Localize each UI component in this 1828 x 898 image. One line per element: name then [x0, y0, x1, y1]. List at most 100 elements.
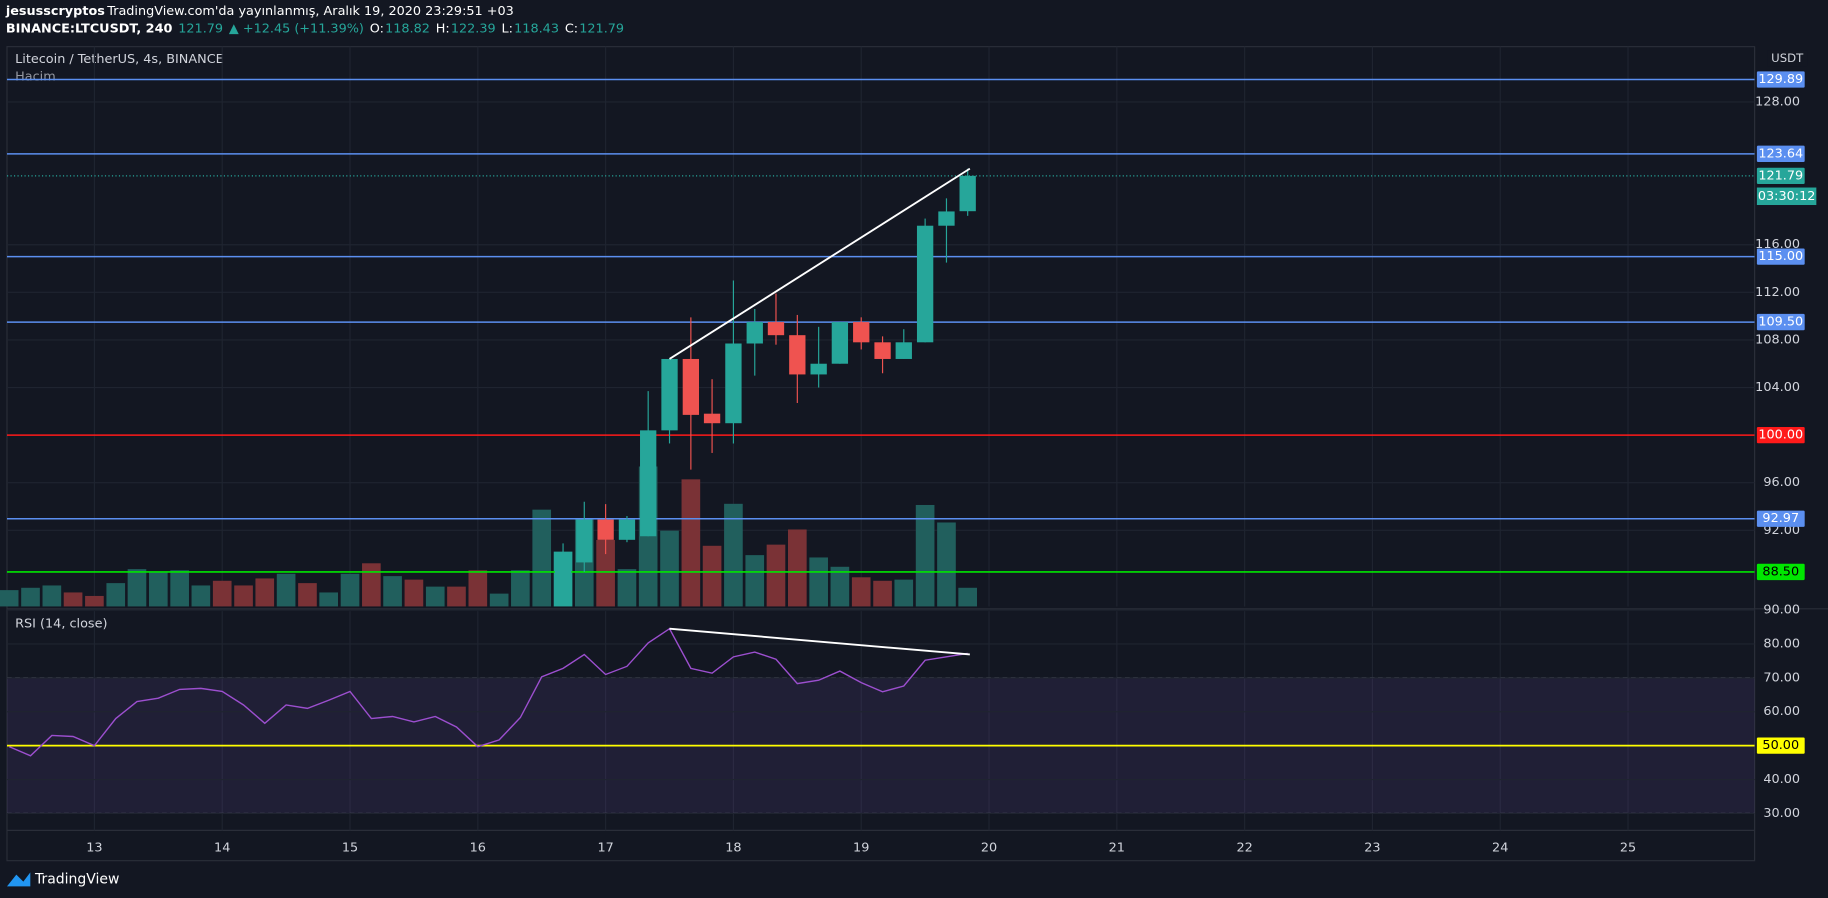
candle-body: [576, 519, 593, 563]
hline-label: 92.97: [1762, 511, 1799, 526]
volume-bar: [170, 570, 189, 607]
x-tick-label: 14: [214, 840, 230, 855]
volume-bar: [319, 592, 338, 607]
volume-bar: [937, 522, 956, 607]
header-text: 121.79: [579, 22, 624, 37]
candle-body: [895, 342, 912, 359]
countdown-box: [1756, 187, 1817, 206]
x-tick-label: 19: [853, 840, 869, 855]
candle-body: [959, 175, 976, 212]
volume-bar: [127, 569, 147, 607]
y-tick-label: 60.00: [1763, 704, 1800, 719]
countdown: 03:30:12: [1758, 189, 1816, 204]
volume-bar: [617, 569, 637, 607]
hline-label-box: [1756, 426, 1805, 444]
volume-bar: [383, 576, 402, 607]
header-text: C:: [565, 22, 578, 37]
candle-body: [810, 363, 827, 375]
chart-frame: [6, 46, 1756, 862]
symbol-line: BINANCE:LTCUSDT, 240 121.79 ▲ +12.45 (+11.…: [6, 22, 624, 37]
y-tick-label: 128.00: [1755, 94, 1800, 109]
rsi-hline-label-box: [1756, 737, 1805, 754]
volume-bar: [532, 509, 552, 607]
header-text: 121.79: [178, 22, 223, 37]
y-tick-label: 108.00: [1755, 332, 1800, 347]
candle-body: [916, 225, 934, 343]
hline-label-box: [1756, 563, 1805, 581]
volume-legend: Hacim: [15, 69, 56, 84]
candle-body: [682, 358, 700, 415]
header-text: H:: [436, 22, 450, 37]
candle-body: [725, 343, 742, 424]
y-tick-label: 104.00: [1755, 380, 1800, 395]
volume-bar: [255, 578, 275, 607]
candle-body: [831, 322, 849, 364]
x-tick-label: 23: [1364, 840, 1380, 855]
volume-bar: [447, 586, 466, 607]
hline-label: 109.50: [1758, 315, 1803, 330]
rsi-hline-label: 50.00: [1762, 738, 1799, 753]
y-tick-label: 80.00: [1763, 636, 1800, 651]
candle-body: [661, 358, 678, 431]
y-tick-label: 30.00: [1763, 806, 1800, 821]
header-text: 118.43: [514, 22, 559, 37]
candle-body: [874, 342, 891, 359]
candle-body: [640, 430, 657, 537]
y-tick-label: 40.00: [1763, 772, 1800, 787]
volume-bar: [830, 566, 850, 607]
hline-label-box: [1756, 510, 1805, 527]
candle-body: [789, 335, 806, 375]
y-tick-label: 90.00: [1763, 603, 1800, 618]
y-tick-label: 96.00: [1763, 475, 1800, 490]
volume-bar: [958, 587, 978, 607]
volume-bar: [148, 571, 168, 607]
unit: USDT: [1771, 51, 1804, 65]
volume-bar: [404, 579, 424, 607]
header-text: 122.39: [451, 22, 496, 37]
unit-box: [1767, 50, 1808, 67]
user: jesusscryptos: [5, 4, 105, 19]
volume-bar: [340, 573, 360, 607]
hline-label: 123.64: [1758, 146, 1803, 161]
legend: Litecoin / TetherUS, 4s, BINANCE: [15, 52, 224, 67]
hline-label: 100.00: [1758, 428, 1803, 443]
hline-label-box: [1756, 71, 1805, 88]
volume-bar: [681, 479, 701, 607]
x-tick-label: 15: [342, 840, 358, 855]
hline-label-box: [1756, 313, 1805, 331]
candle-body: [853, 322, 870, 343]
volume-bar: [85, 595, 104, 607]
trend-line: [669, 627, 970, 656]
volume-bar: [915, 504, 935, 607]
y-tick-label: 112.00: [1755, 285, 1800, 300]
candle-body: [703, 413, 721, 424]
hline-label-box: [1756, 248, 1805, 265]
y-tick-label: 70.00: [1763, 670, 1800, 685]
volume-bar: [724, 503, 743, 607]
candle-body: [746, 322, 763, 344]
candle-body: [554, 560, 572, 575]
hline-label-box: [1756, 145, 1805, 163]
volume-bar: [212, 580, 232, 607]
x-tick-label: 17: [597, 840, 613, 855]
x-tick-label: 25: [1620, 840, 1636, 855]
brand: TradingView: [34, 871, 119, 887]
hline-label: 129.89: [1758, 72, 1803, 87]
published: TradingView.com'da yayınlanmış, Aralık 1…: [106, 4, 514, 19]
x-tick-label: 18: [725, 840, 741, 855]
trend-line: [669, 167, 971, 360]
candle-body: [597, 519, 614, 540]
volume-bar: [191, 585, 211, 607]
volume-bar: [660, 530, 679, 607]
volume-bar: [63, 592, 83, 607]
volume-bar: [234, 585, 253, 607]
candle-body: [618, 519, 636, 540]
volume-bar: [745, 555, 765, 607]
candle-body: [938, 211, 955, 226]
volume-bar: [596, 539, 615, 607]
volume-bar: [489, 593, 509, 607]
header-text: L:: [502, 22, 513, 37]
logo: [6, 872, 31, 887]
volume-bar: [873, 580, 892, 607]
